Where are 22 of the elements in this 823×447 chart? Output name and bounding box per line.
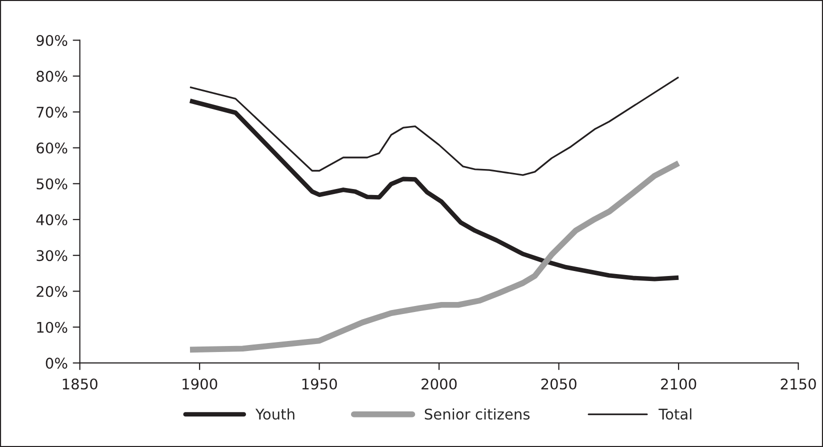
x-tick-label: 2050 bbox=[541, 378, 576, 390]
y-tick-label: 80% bbox=[36, 70, 68, 82]
x-tick-label: 1850 bbox=[62, 378, 98, 390]
y-tick-label: 70% bbox=[36, 106, 68, 118]
y-tick-label: 20% bbox=[36, 286, 68, 297]
line-series bbox=[189, 76, 680, 176]
legend-label: Senior citizens bbox=[424, 408, 530, 420]
y-tick-label: 10% bbox=[37, 322, 68, 333]
y-tick-label: 30% bbox=[36, 250, 68, 262]
y-tick-label: 40% bbox=[36, 214, 68, 226]
x-tick-label: 2150 bbox=[780, 378, 816, 390]
x-tick-label: 2000 bbox=[422, 378, 457, 390]
legend-label: Youth bbox=[255, 408, 294, 420]
legend-label: Total bbox=[658, 408, 692, 420]
y-tick-label: 50% bbox=[36, 178, 68, 190]
y-tick-label: 90% bbox=[36, 34, 68, 46]
x-tick-label: 2100 bbox=[661, 378, 696, 390]
line-series bbox=[188, 98, 681, 282]
y-tick-label: 0% bbox=[46, 358, 68, 369]
x-tick-label: 1900 bbox=[182, 378, 218, 390]
y-tick-label: 60% bbox=[36, 142, 68, 154]
x-tick-label: 1950 bbox=[302, 378, 337, 390]
